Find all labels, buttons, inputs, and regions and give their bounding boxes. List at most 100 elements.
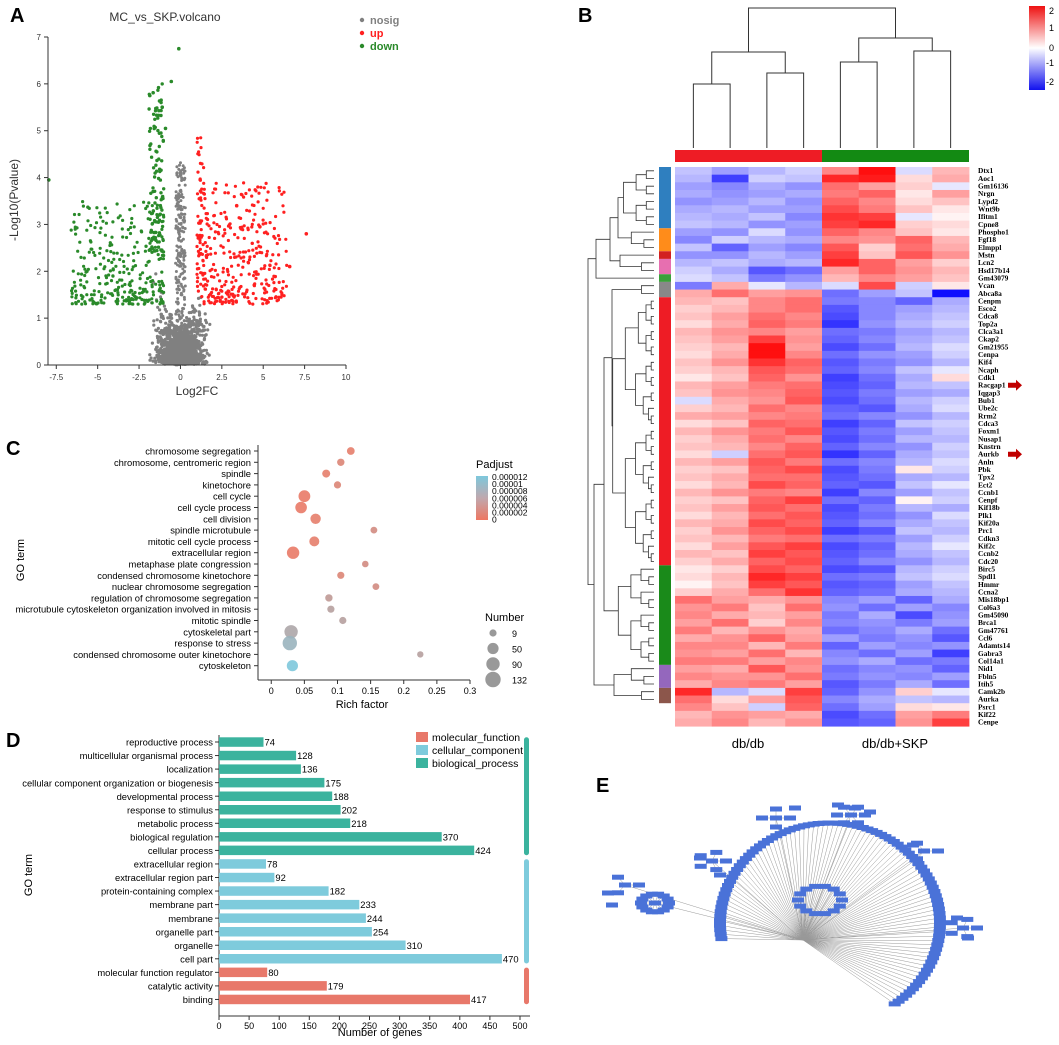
heatmap-cell bbox=[858, 465, 896, 474]
volcano-point bbox=[265, 249, 269, 253]
heatmap-cell bbox=[822, 327, 860, 336]
volcano-point bbox=[180, 326, 184, 330]
heatmap-cell bbox=[932, 343, 970, 352]
volcano-point bbox=[212, 221, 216, 225]
volcano-point bbox=[230, 264, 234, 268]
heatmap-cell bbox=[711, 695, 749, 704]
network-edge bbox=[802, 939, 939, 941]
volcano-xtick-label: 10 bbox=[342, 373, 351, 382]
heatmap-cell bbox=[785, 404, 823, 413]
bubble-term-label: cell division bbox=[203, 513, 251, 524]
volcano-point bbox=[83, 267, 87, 271]
volcano-point bbox=[212, 275, 216, 279]
heatmap-cell bbox=[895, 220, 933, 229]
volcano-point bbox=[232, 295, 236, 299]
heatmap-cell bbox=[785, 212, 823, 222]
volcano-point bbox=[157, 240, 161, 244]
gene-label: Ccna2 bbox=[978, 588, 998, 597]
volcano-point bbox=[256, 185, 260, 189]
volcano-point bbox=[204, 212, 208, 216]
volcano-point bbox=[189, 356, 193, 361]
volcano-point bbox=[116, 299, 120, 303]
dendrogram-branch bbox=[617, 586, 631, 636]
volcano-point bbox=[159, 312, 163, 316]
heatmap-cell bbox=[932, 603, 970, 612]
volcano-point bbox=[230, 287, 234, 291]
number-legend-circle bbox=[485, 671, 501, 688]
heatmap-cell bbox=[711, 320, 749, 329]
heatmap-cell bbox=[785, 450, 823, 459]
heatmap-cell bbox=[895, 710, 933, 719]
gene-label: Brca1 bbox=[978, 618, 997, 627]
volcano-point bbox=[272, 226, 276, 231]
volcano-point bbox=[162, 253, 166, 258]
gene-label: Lcn2 bbox=[978, 258, 994, 267]
volcano-point bbox=[156, 88, 160, 92]
volcano-point bbox=[245, 290, 249, 294]
network-edge bbox=[802, 878, 929, 941]
network-node bbox=[921, 967, 933, 973]
padjust-legend: Padjust 0.0000120.000010.0000080.0000060… bbox=[476, 459, 528, 525]
volcano-point bbox=[189, 345, 193, 349]
bubble-point bbox=[295, 501, 307, 514]
heatmap-cell bbox=[895, 174, 933, 183]
dendrogram-branch bbox=[635, 174, 647, 191]
bubble-point bbox=[339, 616, 347, 625]
volcano-point bbox=[183, 206, 187, 210]
volcano-point bbox=[85, 228, 89, 232]
gene-label: Iqgap3 bbox=[978, 388, 1000, 397]
volcano-point bbox=[214, 187, 218, 191]
heatmap-cell bbox=[675, 197, 713, 206]
heatmap-cell bbox=[711, 595, 749, 605]
volcano-point bbox=[70, 302, 74, 306]
volcano-point bbox=[131, 265, 135, 269]
volcano-point bbox=[179, 161, 182, 165]
volcano-point bbox=[196, 361, 200, 365]
heatmap-cell bbox=[822, 634, 860, 643]
heatmap-cell bbox=[748, 572, 786, 582]
bubble-term-label: condensed chromosome outer kinetochore bbox=[73, 649, 251, 660]
volcano-point bbox=[190, 322, 194, 326]
heatmap-cell bbox=[748, 504, 786, 513]
network-edge bbox=[802, 939, 899, 1002]
volcano-point bbox=[253, 270, 257, 274]
network-edge bbox=[722, 902, 804, 941]
volcano-point bbox=[82, 264, 86, 268]
dendrogram-branch bbox=[650, 316, 654, 325]
bubble-xtick-label: 0.3 bbox=[464, 686, 477, 696]
heatmap-cell bbox=[895, 680, 933, 689]
volcano-point bbox=[131, 251, 135, 255]
volcano-point bbox=[216, 230, 220, 234]
volcano-point bbox=[138, 277, 142, 281]
heatmap-cell bbox=[711, 205, 749, 214]
volcano-point bbox=[199, 146, 203, 150]
gobar-category-label: molecular function regulator bbox=[97, 967, 213, 978]
network-node bbox=[714, 909, 727, 915]
volcano-point bbox=[223, 210, 227, 214]
heatmap-cell bbox=[748, 511, 786, 520]
heatmap-cell bbox=[858, 458, 896, 467]
heatmap-cell bbox=[785, 350, 823, 359]
legend-up-marker bbox=[359, 30, 365, 36]
volcano-point bbox=[259, 267, 263, 271]
heatmap-cell bbox=[711, 634, 749, 643]
padjust-gradient bbox=[476, 476, 488, 520]
volcano-point bbox=[179, 171, 183, 175]
volcano-point bbox=[195, 284, 200, 288]
volcano-point bbox=[221, 266, 225, 270]
volcano-point bbox=[218, 279, 222, 283]
row-cluster-bar bbox=[659, 167, 671, 704]
volcano-point bbox=[202, 302, 206, 306]
volcano-point bbox=[268, 263, 272, 267]
colorbar-tick-2: 2 bbox=[1049, 6, 1054, 16]
heatmap-cell bbox=[711, 396, 749, 405]
volcano-point bbox=[240, 225, 244, 229]
network-node bbox=[606, 902, 618, 908]
volcano-point bbox=[130, 216, 134, 221]
heatmap-cell bbox=[675, 435, 713, 444]
volcano-point bbox=[182, 319, 186, 323]
gobar-value-label: 370 bbox=[443, 832, 459, 843]
network-node bbox=[827, 886, 840, 892]
heatmap-cell bbox=[858, 565, 896, 574]
